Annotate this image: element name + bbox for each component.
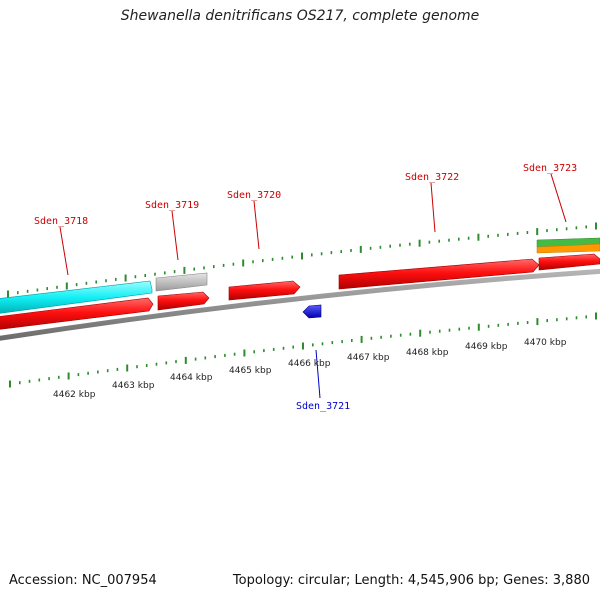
gene-sden-3719[interactable] — [157, 291, 210, 311]
label-leader-sden-3722 — [430, 182, 436, 233]
gene-label-sden-3718[interactable]: Sden_3718 — [34, 216, 88, 227]
gene-sden-3720[interactable] — [228, 280, 301, 301]
kbp-label: 4466 kbp — [288, 359, 331, 369]
label-leader-sden-3718 — [59, 226, 69, 276]
kbp-label: 4469 kbp — [465, 342, 508, 352]
inner-tick-ring — [9, 312, 597, 388]
gene-sden-3723[interactable] — [538, 253, 600, 271]
gene-label-sden-3721[interactable]: Sden_3721 — [296, 401, 350, 412]
rrna-feature — [0, 280, 153, 314]
outer-tick-ring — [7, 222, 597, 298]
genome-backbone — [0, 268, 600, 341]
gene-label-sden-3722[interactable]: Sden_3722 — [405, 172, 459, 183]
kbp-label: 4463 kbp — [112, 381, 155, 391]
label-leader-sden-3719 — [171, 210, 179, 261]
gene-sden-3722[interactable] — [338, 258, 540, 290]
gene-label-sden-3720[interactable]: Sden_3720 — [227, 190, 281, 201]
genome-summary-text: Topology: circular; Length: 4,545,906 bp… — [232, 573, 590, 588]
gene-label-sden-3719[interactable]: Sden_3719 — [145, 200, 199, 211]
kbp-label: 4470 kbp — [524, 338, 567, 348]
kbp-label: 4462 kbp — [53, 390, 96, 400]
pseudogene-feature — [155, 272, 208, 292]
kbp-label: 4465 kbp — [229, 366, 272, 376]
label-leader-sden-3720 — [253, 200, 260, 250]
gene-sden-3721[interactable] — [302, 304, 322, 319]
kbp-label: 4468 kbp — [406, 348, 449, 358]
accession-text: Accession: NC_007954 — [9, 573, 157, 588]
feature-orange — [536, 243, 600, 254]
kbp-label: 4467 kbp — [347, 353, 390, 363]
kbp-label: 4464 kbp — [170, 373, 213, 383]
label-leader-sden-3721 — [315, 349, 321, 399]
gene-label-sden-3723[interactable]: Sden_3723 — [523, 163, 577, 174]
map-title: Shewanella denitrificans OS217, complete… — [120, 8, 480, 24]
label-leader-sden-3723 — [550, 173, 567, 223]
gene-sden-3718[interactable] — [0, 297, 154, 330]
